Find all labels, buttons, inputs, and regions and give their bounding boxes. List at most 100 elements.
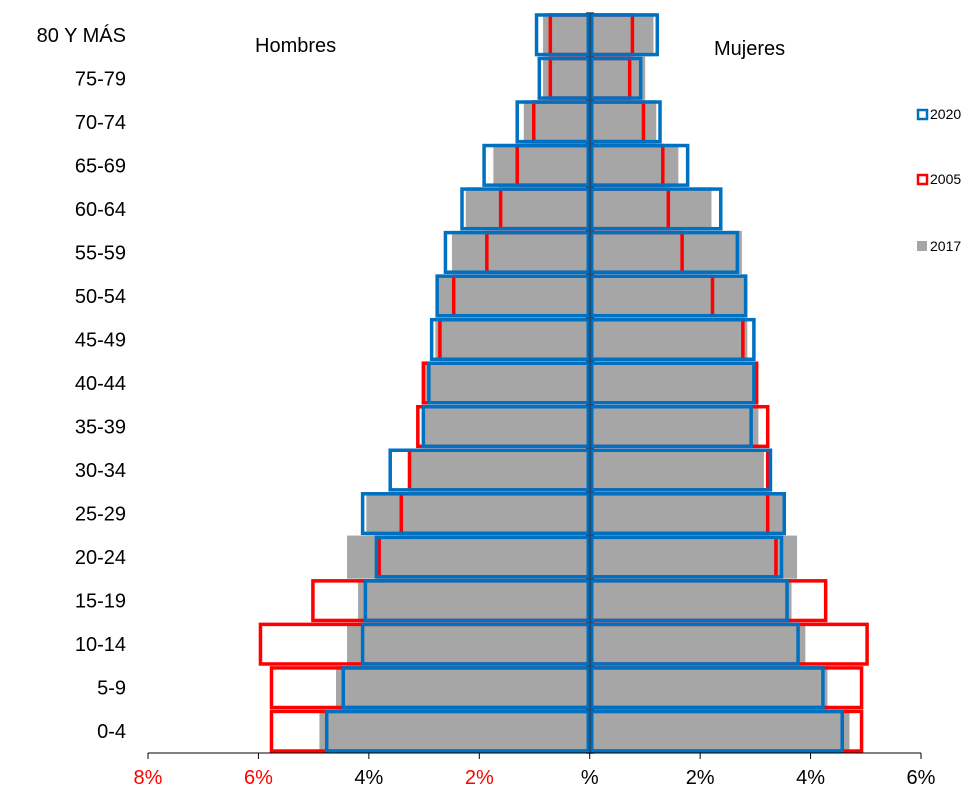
bar-2020-hombres-5-9 [341,666,590,710]
bar-2020-mujeres-0-4 [590,709,844,753]
bar-2020-hombres-25-29 [360,492,590,536]
bar-2020-mujeres-40-44 [590,361,756,405]
bar-2020-hombres-45-49 [429,317,590,362]
axis-layer: 8% 6% 4% 2%% 2% 4% 6% [134,12,936,789]
bar-2017-hombres-60-64 [465,187,590,231]
bar-2017-mujeres-60-64 [590,187,712,231]
bar-2017-mujeres-50-54 [590,274,748,318]
bar-2017-hombres-35-39 [424,404,590,449]
category-label: 65-69 [75,155,126,177]
bar-2017-mujeres-35-39 [590,404,759,449]
bar-2020-hombres-35-39 [421,404,590,449]
x-tick-label: 6% [907,767,936,789]
bar-2017-hombres-20-24 [347,535,590,579]
bar-2017-mujeres-30-34 [590,448,764,492]
bar-2020-mujeres-80-y-m-s [590,13,660,57]
bar-2020-hombres-10-14 [360,622,590,666]
legend-label-2005: 2005 [930,171,961,187]
x-tick-label: % [581,767,599,789]
category-label: 0-4 [97,721,126,743]
legend: 2020 2005 2017 [916,106,961,254]
bar-2017-hombres-55-59 [451,230,590,274]
bar-2017-hombres-30-34 [407,448,590,492]
category-label: 15-19 [75,591,126,613]
bar-2017-hombres-0-4 [319,709,590,753]
bar-2017-mujeres-0-4 [590,709,850,753]
bar-2020-hombres-70-74 [515,100,590,144]
bars-layer [258,13,869,753]
category-label: 5-9 [97,678,126,700]
bar-2020-mujeres-75-79 [590,56,643,100]
bar-2020-mujeres-30-34 [590,448,773,492]
category-label: 10-14 [75,634,126,656]
category-label: 35-39 [75,417,126,439]
category-label: 50-54 [75,286,126,308]
bar-2017-hombres-10-14 [347,622,590,666]
bar-2017-mujeres-40-44 [590,361,756,405]
bar-2020-mujeres-50-54 [590,274,748,318]
bar-2020-mujeres-35-39 [590,404,753,449]
category-label: 60-64 [75,199,126,221]
bar-2017-hombres-25-29 [366,492,590,536]
x-tick-label: 2% [465,767,494,789]
bar-2017-mujeres-45-49 [590,317,748,362]
x-tick-label: 4% [796,767,825,789]
bar-2020-hombres-40-44 [427,361,590,405]
bar-2017-hombres-65-69 [493,143,590,187]
category-label: 70-74 [75,112,126,134]
bar-2020-hombres-55-59 [443,230,590,274]
legend-label-2020: 2020 [930,106,961,122]
category-labels: 0-4 5-9 10-14 15-19 20-24 25-29 30-34 35-39 40-4… [37,24,126,743]
legend-swatch-2020 [916,108,929,121]
bar-2017-mujeres-80-y-m-s [590,13,654,57]
bar-2017-hombres-15-19 [358,579,590,623]
bar-2017-mujeres-25-29 [590,492,787,536]
bar-2017-mujeres-15-19 [590,579,792,623]
category-label: 55-59 [75,242,126,264]
bar-2017-mujeres-5-9 [590,666,828,710]
category-label: 80 Y MÁS [37,24,126,47]
x-tick-label: 2% [686,767,715,789]
category-label: 45-49 [75,329,126,351]
bar-2017-hombres-50-54 [438,274,590,318]
bar-2020-hombres-50-54 [435,274,590,318]
legend-swatch-2005 [916,173,929,186]
category-label: 40-44 [75,373,126,395]
category-label: 75-79 [75,68,126,90]
bar-2020-mujeres-5-9 [590,666,825,710]
bar-2020-mujeres-20-24 [590,535,784,579]
category-label: 25-29 [75,504,126,526]
bar-2020-hombres-60-64 [460,187,590,231]
bar-2020-mujeres-10-14 [590,622,800,666]
bar-2020-hombres-30-34 [388,448,591,492]
bar-2020-mujeres-25-29 [590,492,787,536]
bar-2017-hombres-45-49 [435,317,590,362]
bar-2020-hombres-20-24 [374,535,590,579]
bar-2017-mujeres-10-14 [590,622,806,666]
category-label: 30-34 [75,460,126,482]
bar-2017-hombres-5-9 [336,666,590,710]
bar-2020-hombres-80-y-m-s [534,13,590,57]
legend-label-2017: 2017 [930,238,961,254]
bar-2020-mujeres-60-64 [590,187,723,231]
bar-2017-mujeres-65-69 [590,143,679,187]
bar-2020-mujeres-15-19 [590,579,789,623]
bar-2020-mujeres-70-74 [590,100,662,144]
bar-2017-mujeres-20-24 [590,535,798,579]
bar-2020-mujeres-45-49 [590,317,756,362]
bar-2020-mujeres-65-69 [590,143,690,187]
x-tick-label: 8% [134,767,163,789]
hombres-label: Hombres [255,35,336,57]
legend-swatch-2017 [917,241,927,251]
bar-2020-hombres-65-69 [482,143,591,187]
mujeres-label: Mujeres [714,38,785,60]
bar-2017-hombres-40-44 [424,361,590,405]
bar-2017-mujeres-75-79 [590,56,646,100]
bar-2017-mujeres-55-59 [590,230,742,274]
category-label: 20-24 [75,547,126,569]
bar-2017-mujeres-70-74 [590,100,657,144]
x-tick-label: 6% [244,767,273,789]
bar-2020-mujeres-55-59 [590,230,740,274]
bar-2020-hombres-0-4 [324,709,590,753]
